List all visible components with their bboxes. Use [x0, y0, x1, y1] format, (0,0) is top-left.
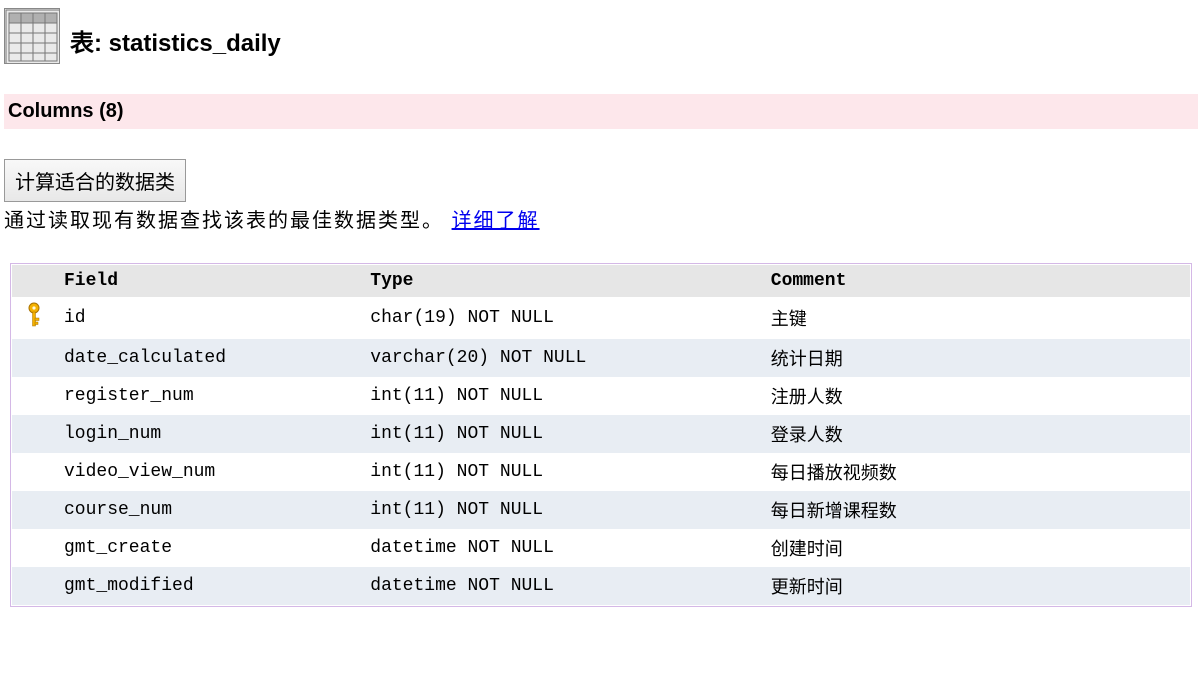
table-header-row: Field Type Comment [12, 265, 1190, 297]
table-row: course_numint(11) NOT NULL每日新增课程数 [12, 491, 1190, 529]
row-comment: 每日新增课程数 [763, 491, 1190, 529]
table-row: register_numint(11) NOT NULL注册人数 [12, 377, 1190, 415]
row-key-cell [12, 415, 56, 453]
schema-table: Field Type Comment idchar(19) NOT NULL主键… [12, 265, 1190, 605]
title-prefix: 表: [70, 30, 109, 57]
table-row: video_view_numint(11) NOT NULL每日播放视频数 [12, 453, 1190, 491]
table-row: idchar(19) NOT NULL主键 [12, 297, 1190, 339]
header-key [12, 265, 56, 297]
row-comment: 创建时间 [763, 529, 1190, 567]
row-type: int(11) NOT NULL [362, 415, 763, 453]
row-type: int(11) NOT NULL [362, 453, 763, 491]
row-key-cell [12, 339, 56, 377]
columns-banner: Columns (8) [4, 94, 1198, 129]
row-comment: 注册人数 [763, 377, 1190, 415]
row-field: gmt_create [56, 529, 362, 567]
row-key-cell [12, 453, 56, 491]
row-comment: 统计日期 [763, 339, 1190, 377]
row-key-cell [12, 567, 56, 605]
row-type: varchar(20) NOT NULL [362, 339, 763, 377]
learn-more-link[interactable]: 详细了解 [452, 210, 540, 232]
header-field: Field [56, 265, 362, 297]
description-row: 通过读取现有数据查找该表的最佳数据类型。 详细了解 [4, 204, 1198, 233]
row-field: course_num [56, 491, 362, 529]
row-field: date_calculated [56, 339, 362, 377]
table-row: date_calculatedvarchar(20) NOT NULL统计日期 [12, 339, 1190, 377]
row-comment: 主键 [763, 297, 1190, 339]
calculate-types-button[interactable]: 计算适合的数据类 [4, 159, 186, 202]
row-type: int(11) NOT NULL [362, 377, 763, 415]
row-comment: 更新时间 [763, 567, 1190, 605]
table-row: gmt_modifieddatetime NOT NULL更新时间 [12, 567, 1190, 605]
row-type: datetime NOT NULL [362, 567, 763, 605]
row-type: char(19) NOT NULL [362, 297, 763, 339]
row-key-cell [12, 491, 56, 529]
row-field: id [56, 297, 362, 339]
row-key-cell [12, 297, 56, 339]
title-tablename: statistics_daily [109, 30, 281, 57]
table-icon [4, 8, 60, 64]
header-comment: Comment [763, 265, 1190, 297]
table-row: login_numint(11) NOT NULL登录人数 [12, 415, 1190, 453]
row-field: login_num [56, 415, 362, 453]
page-title: 表: statistics_daily [70, 23, 281, 64]
row-type: datetime NOT NULL [362, 529, 763, 567]
row-field: video_view_num [56, 453, 362, 491]
row-comment: 每日播放视频数 [763, 453, 1190, 491]
row-type: int(11) NOT NULL [362, 491, 763, 529]
row-field: register_num [56, 377, 362, 415]
header-type: Type [362, 265, 763, 297]
row-key-cell [12, 377, 56, 415]
description-text: 通过读取现有数据查找该表的最佳数据类型。 [4, 210, 444, 232]
row-comment: 登录人数 [763, 415, 1190, 453]
table-row: gmt_createdatetime NOT NULL创建时间 [12, 529, 1190, 567]
primary-key-icon [24, 315, 44, 335]
row-field: gmt_modified [56, 567, 362, 605]
page-title-row: 表: statistics_daily [4, 8, 1198, 64]
row-key-cell [12, 529, 56, 567]
schema-table-container: Field Type Comment idchar(19) NOT NULL主键… [10, 263, 1192, 607]
